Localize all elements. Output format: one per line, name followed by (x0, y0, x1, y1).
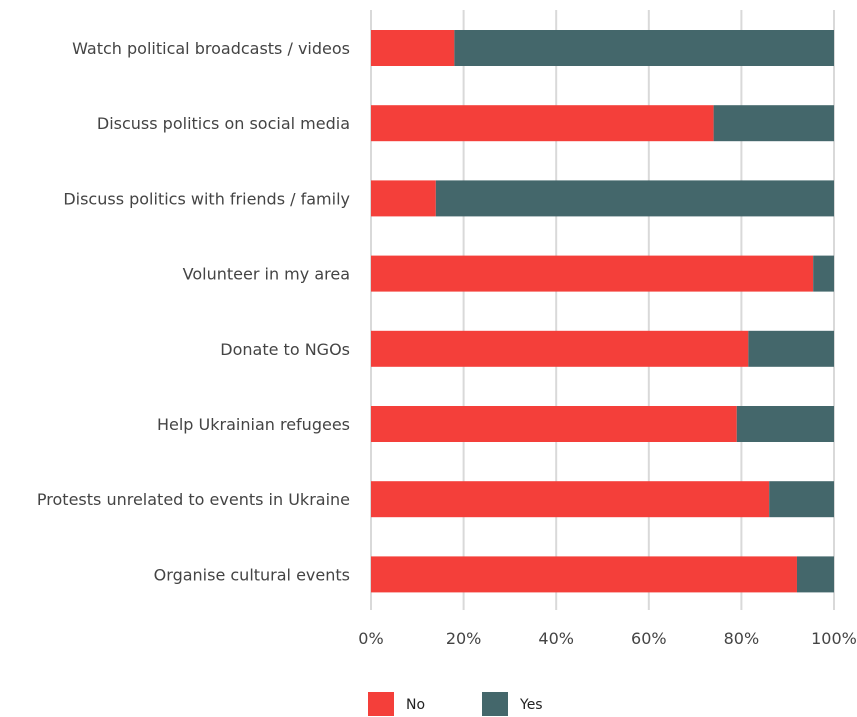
bar-no-segment (371, 255, 814, 292)
bar-no-segment (371, 330, 749, 367)
x-tick-label: 80% (724, 629, 760, 648)
legend-label-no: No (406, 697, 425, 713)
x-tick-label: 0% (358, 629, 383, 648)
bar-yes-segment (813, 255, 834, 292)
x-tick-label: 60% (631, 629, 667, 648)
category-label: Donate to NGOs (220, 340, 350, 359)
bar-no-segment (371, 30, 455, 66)
bar-no-segment (371, 481, 770, 518)
category-label: Protests unrelated to events in Ukraine (37, 490, 350, 509)
bar-no-segment (371, 180, 436, 217)
bar-yes-segment (736, 406, 834, 442)
category-labels: Watch political broadcasts / videos Discu… (37, 39, 350, 584)
category-label: Watch political broadcasts / videos (72, 39, 350, 58)
bar-no-segment (371, 105, 714, 142)
bar-yes-segment (435, 180, 834, 217)
x-tick-label: 20% (446, 629, 482, 648)
bar-yes-segment (769, 481, 834, 518)
x-tick-label: 100% (811, 629, 857, 648)
bar-no-segment (371, 406, 737, 442)
x-axis-ticks: 0% 20% 40% 60% 80% 100% (358, 629, 857, 648)
bars (371, 30, 834, 593)
bar-yes-segment (796, 556, 834, 593)
bar-yes-segment (454, 30, 834, 66)
x-tick-label: 40% (538, 629, 574, 648)
bar-yes-segment (713, 105, 834, 142)
gridlines (370, 10, 835, 610)
legend-swatch-yes (482, 692, 508, 716)
bar-yes-segment (748, 330, 834, 367)
category-label: Organise cultural events (154, 565, 350, 584)
category-label: Discuss politics on social media (97, 114, 350, 133)
category-label: Discuss politics with friends / family (63, 189, 350, 208)
legend-swatch-no (368, 692, 394, 716)
bar-no-segment (371, 556, 797, 593)
category-label: Help Ukrainian refugees (157, 415, 350, 434)
category-label: Volunteer in my area (183, 265, 350, 284)
legend-label-yes: Yes (519, 697, 543, 713)
legend: No Yes (368, 692, 543, 716)
